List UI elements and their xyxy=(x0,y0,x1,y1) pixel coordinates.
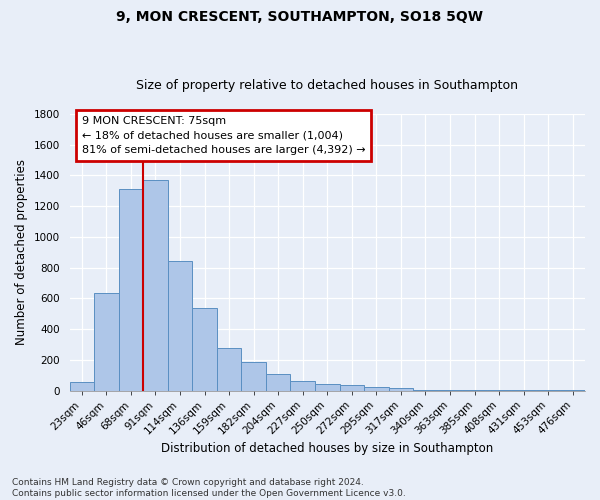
Bar xyxy=(94,293,119,390)
Bar xyxy=(290,380,315,390)
X-axis label: Distribution of detached houses by size in Southampton: Distribution of detached houses by size … xyxy=(161,442,493,455)
Bar xyxy=(217,348,241,391)
Bar xyxy=(192,308,217,390)
Bar xyxy=(119,190,143,390)
Y-axis label: Number of detached properties: Number of detached properties xyxy=(15,160,28,346)
Bar xyxy=(364,387,389,390)
Bar xyxy=(266,374,290,390)
Bar xyxy=(340,385,364,390)
Bar xyxy=(168,260,192,390)
Bar xyxy=(70,382,94,390)
Bar xyxy=(143,180,168,390)
Bar xyxy=(315,384,340,390)
Text: 9 MON CRESCENT: 75sqm
← 18% of detached houses are smaller (1,004)
81% of semi-d: 9 MON CRESCENT: 75sqm ← 18% of detached … xyxy=(82,116,365,155)
Bar xyxy=(241,362,266,390)
Text: 9, MON CRESCENT, SOUTHAMPTON, SO18 5QW: 9, MON CRESCENT, SOUTHAMPTON, SO18 5QW xyxy=(116,10,484,24)
Text: Contains HM Land Registry data © Crown copyright and database right 2024.
Contai: Contains HM Land Registry data © Crown c… xyxy=(12,478,406,498)
Title: Size of property relative to detached houses in Southampton: Size of property relative to detached ho… xyxy=(136,79,518,92)
Bar xyxy=(389,388,413,390)
